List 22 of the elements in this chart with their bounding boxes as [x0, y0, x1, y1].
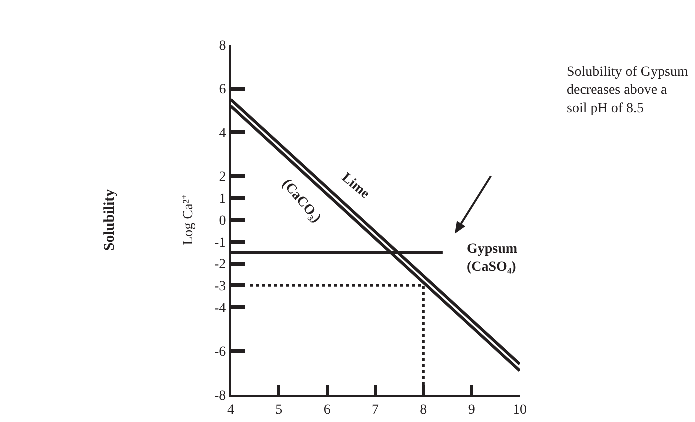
y-tick-label: 6	[219, 82, 226, 98]
x-tick-label: 5	[276, 402, 283, 418]
x-tick-label: 10	[513, 402, 527, 418]
y-tick-label: -2	[214, 258, 226, 273]
y-tick-label: 8	[219, 38, 226, 54]
x-tick-label: 8	[420, 402, 428, 418]
text: Solubility	[102, 188, 118, 252]
y-tick-label: -4	[214, 301, 226, 316]
y-tick-label: -1	[214, 236, 226, 251]
annotation: Gypsum (CaSO₄)	[467, 242, 518, 276]
y-tick-label: -3	[214, 280, 226, 295]
y-tick-label: -8	[214, 388, 226, 404]
y-axis-title: Log Ca²⁺	[182, 194, 197, 246]
y-tick-label: 0	[219, 214, 226, 229]
y-tick-label: -6	[214, 345, 226, 360]
text: Solubility of Gypsum decreases above a soil pH of 8.5	[567, 65, 688, 116]
y-tick-label: 2	[219, 170, 226, 186]
y-tick-label: 4	[219, 126, 226, 142]
x-tick-label: 6	[324, 402, 331, 418]
y-tick-label: 1	[219, 192, 226, 208]
x-tick-label: 9	[468, 402, 476, 418]
x-tick-label: 7	[372, 402, 379, 418]
